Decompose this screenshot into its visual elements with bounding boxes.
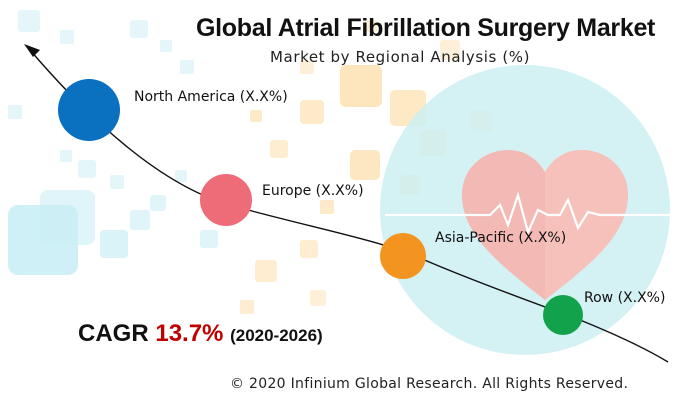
cagr-range: (2020-2026) [230, 326, 323, 345]
cagr-statement: CAGR 13.7% (2020-2026) [78, 320, 323, 348]
marker-europe [200, 174, 252, 226]
chart-title: Global Atrial Fibrillation Surgery Marke… [196, 14, 656, 42]
chart-subtitle: Market by Regional Analysis (%) [270, 48, 531, 66]
marker-row [543, 295, 583, 335]
marker-asia-pacific [380, 233, 426, 279]
marker-north-america [58, 79, 120, 141]
cagr-value: 13.7% [155, 320, 224, 347]
decorative-squares-teal [8, 10, 218, 275]
heart-highlight [545, 150, 628, 300]
arrow-up-left-icon [24, 44, 40, 57]
label-asia-pacific: Asia-Pacific (X.X%) [435, 230, 567, 246]
label-row: Row (X.X%) [584, 290, 666, 306]
copyright-notice: © 2020 Infinium Global Research. All Rig… [230, 376, 629, 392]
label-north-america: North America (X.X%) [134, 89, 288, 105]
decorative-squares-orange [240, 20, 492, 314]
cagr-prefix: CAGR [78, 320, 149, 347]
label-europe: Europe (X.X%) [262, 183, 364, 199]
heartbeat-line-icon [385, 191, 700, 236]
